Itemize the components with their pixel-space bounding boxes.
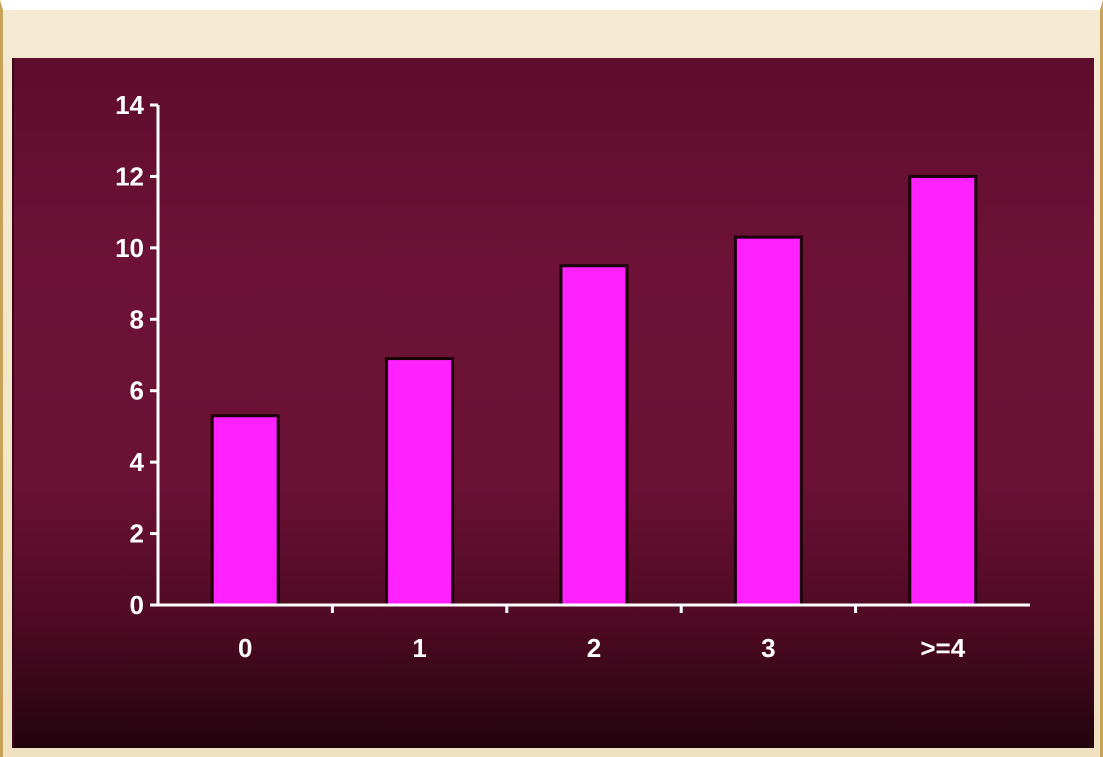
bar-3: [733, 235, 803, 607]
y-tick-label-7: 14: [115, 90, 144, 120]
axes-group: [150, 103, 1030, 613]
y-tick-labels: 0 2 4 6 8 10 12 14: [115, 90, 144, 620]
x-tick-label-3: 3: [761, 633, 775, 663]
bar-2: [559, 264, 629, 607]
y-tick-label-3: 6: [130, 376, 144, 406]
bar-4: [908, 174, 978, 607]
bars-group: [210, 174, 978, 607]
y-tick-label-0: 0: [130, 590, 144, 620]
y-tick-label-1: 2: [130, 519, 144, 549]
y-tick-label-2: 4: [130, 447, 145, 477]
y-tick-label-5: 10: [115, 233, 144, 263]
bar-1: [385, 357, 455, 607]
x-tick-label-4: >=4: [920, 633, 965, 663]
x-tick-labels: 0 1 2 3 >=4: [238, 633, 966, 663]
bar-0: [210, 414, 280, 607]
y-tick-label-4: 8: [130, 304, 144, 334]
x-tick-label-0: 0: [238, 633, 252, 663]
x-tick-label-1: 1: [412, 633, 426, 663]
x-tick-label-2: 2: [587, 633, 601, 663]
y-tick-label-6: 12: [115, 161, 144, 191]
